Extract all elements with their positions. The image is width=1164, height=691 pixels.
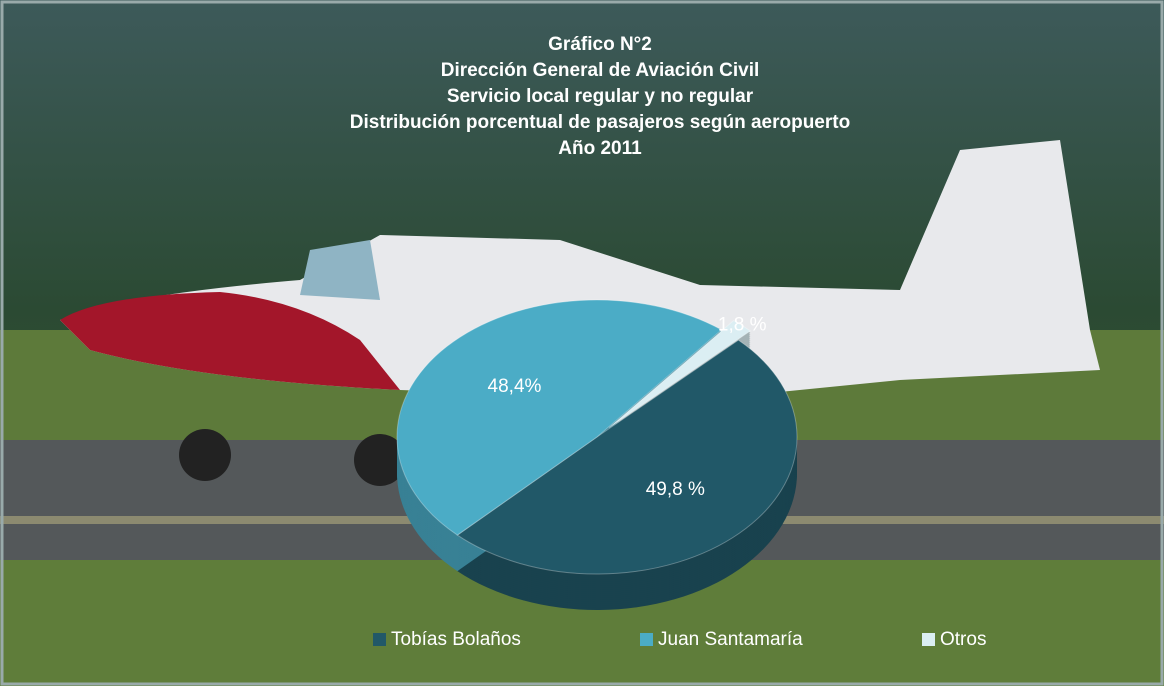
chart-title: Año 2011 — [558, 138, 642, 159]
data-label: 48,4% — [488, 376, 542, 397]
legend-swatch — [373, 633, 386, 646]
chart-title: Gráfico N°2 — [548, 34, 652, 55]
chart-title: Distribución porcentual de pasajeros seg… — [350, 112, 850, 133]
legend-swatch — [922, 633, 935, 646]
data-label: 49,8 % — [646, 479, 705, 500]
chart-title: Servicio local regular y no regular — [447, 86, 754, 107]
legend-label: Juan Santamaría — [658, 629, 803, 650]
data-label: 1,8 % — [718, 315, 767, 336]
pie-slice — [456, 339, 798, 575]
legend-label: Otros — [940, 629, 986, 650]
pie-slice — [608, 320, 752, 429]
chart-title: Dirección General de Aviación Civil — [441, 60, 760, 81]
legend-label: Tobías Bolaños — [391, 629, 521, 650]
legend-swatch — [640, 633, 653, 646]
pie-slice — [396, 299, 723, 536]
